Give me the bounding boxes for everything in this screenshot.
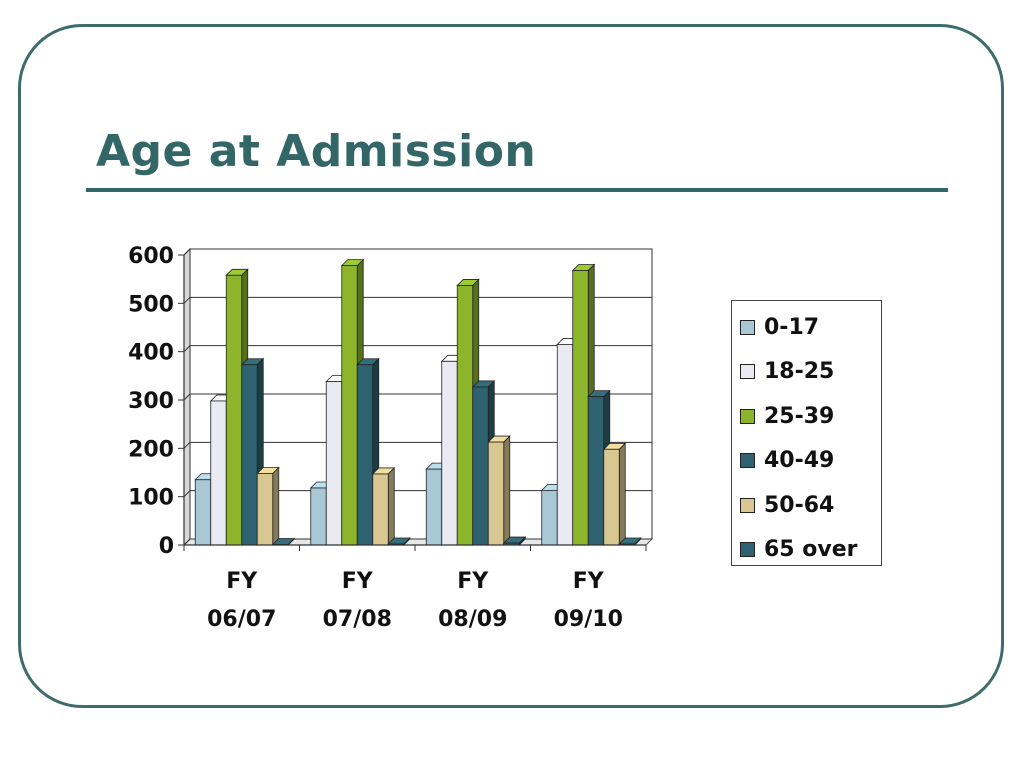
y-tick-label: 0 (159, 534, 174, 559)
legend-item: 65 over (740, 536, 858, 564)
gridline (183, 248, 652, 256)
bar (456, 285, 474, 546)
x-tick-label: FY (226, 569, 258, 594)
x-tick-label: 06/07 (207, 607, 276, 632)
bar (541, 489, 558, 546)
legend-label: 50-64 (764, 492, 835, 518)
bar-side (272, 466, 280, 546)
legend-label: 18-25 (764, 359, 835, 384)
bar (556, 344, 574, 546)
legend-swatch (740, 364, 755, 379)
bar-side (387, 466, 395, 546)
y-tick-label: 600 (128, 244, 174, 269)
gridline (183, 345, 652, 353)
bar (572, 270, 589, 546)
chart-legend: 0-17 18-25 25-39 40-49 50-64 65 over (731, 300, 882, 566)
x-tick-label: FY (573, 569, 605, 594)
y-tick-label: 100 (128, 486, 174, 511)
bar-side (503, 435, 511, 546)
x-tick-label: FY (457, 569, 489, 594)
legend-swatch (740, 408, 755, 424)
x-tick-label: 09/10 (554, 607, 623, 632)
bar (325, 381, 343, 546)
bar (356, 364, 374, 546)
gridline (183, 296, 652, 304)
legend-item: 18-25 (740, 358, 834, 386)
bar (425, 468, 443, 546)
bar (487, 441, 505, 546)
bar-side (618, 442, 626, 546)
bar (256, 473, 274, 546)
legend-label: 40-49 (764, 448, 835, 473)
bar (472, 386, 489, 546)
legend-item: 40-49 (740, 447, 834, 475)
bar (341, 265, 358, 546)
legend-label: 65 over (764, 537, 858, 562)
bar (241, 364, 258, 546)
y-tick-label: 300 (128, 389, 174, 414)
x-tick-label: 08/09 (438, 607, 507, 632)
legend-swatch (740, 497, 755, 513)
bar (225, 274, 243, 546)
bar (194, 479, 212, 546)
legend-item: 25-39 (740, 402, 834, 430)
legend-swatch (740, 542, 755, 557)
x-tick-label: FY (342, 569, 374, 594)
slide-title: Age at Admission (96, 126, 537, 177)
legend-swatch (740, 319, 755, 335)
bar (210, 400, 227, 546)
bar (441, 360, 458, 546)
bar (603, 448, 620, 546)
slide-frame (18, 24, 1004, 708)
bar (372, 473, 389, 546)
legend-label: 25-39 (764, 403, 835, 429)
bar (587, 396, 605, 546)
legend-swatch (740, 453, 755, 468)
bar (310, 487, 327, 546)
y-tick-label: 400 (128, 341, 174, 366)
y-tick-label: 500 (128, 292, 174, 317)
x-tick-label: 07/08 (323, 607, 392, 632)
legend-item: 0-17 (740, 313, 819, 341)
legend-label: 0-17 (764, 314, 820, 340)
title-rule (86, 188, 948, 192)
gridline (183, 393, 652, 401)
legend-item: 50-64 (740, 491, 834, 519)
y-tick-label: 200 (128, 437, 174, 462)
